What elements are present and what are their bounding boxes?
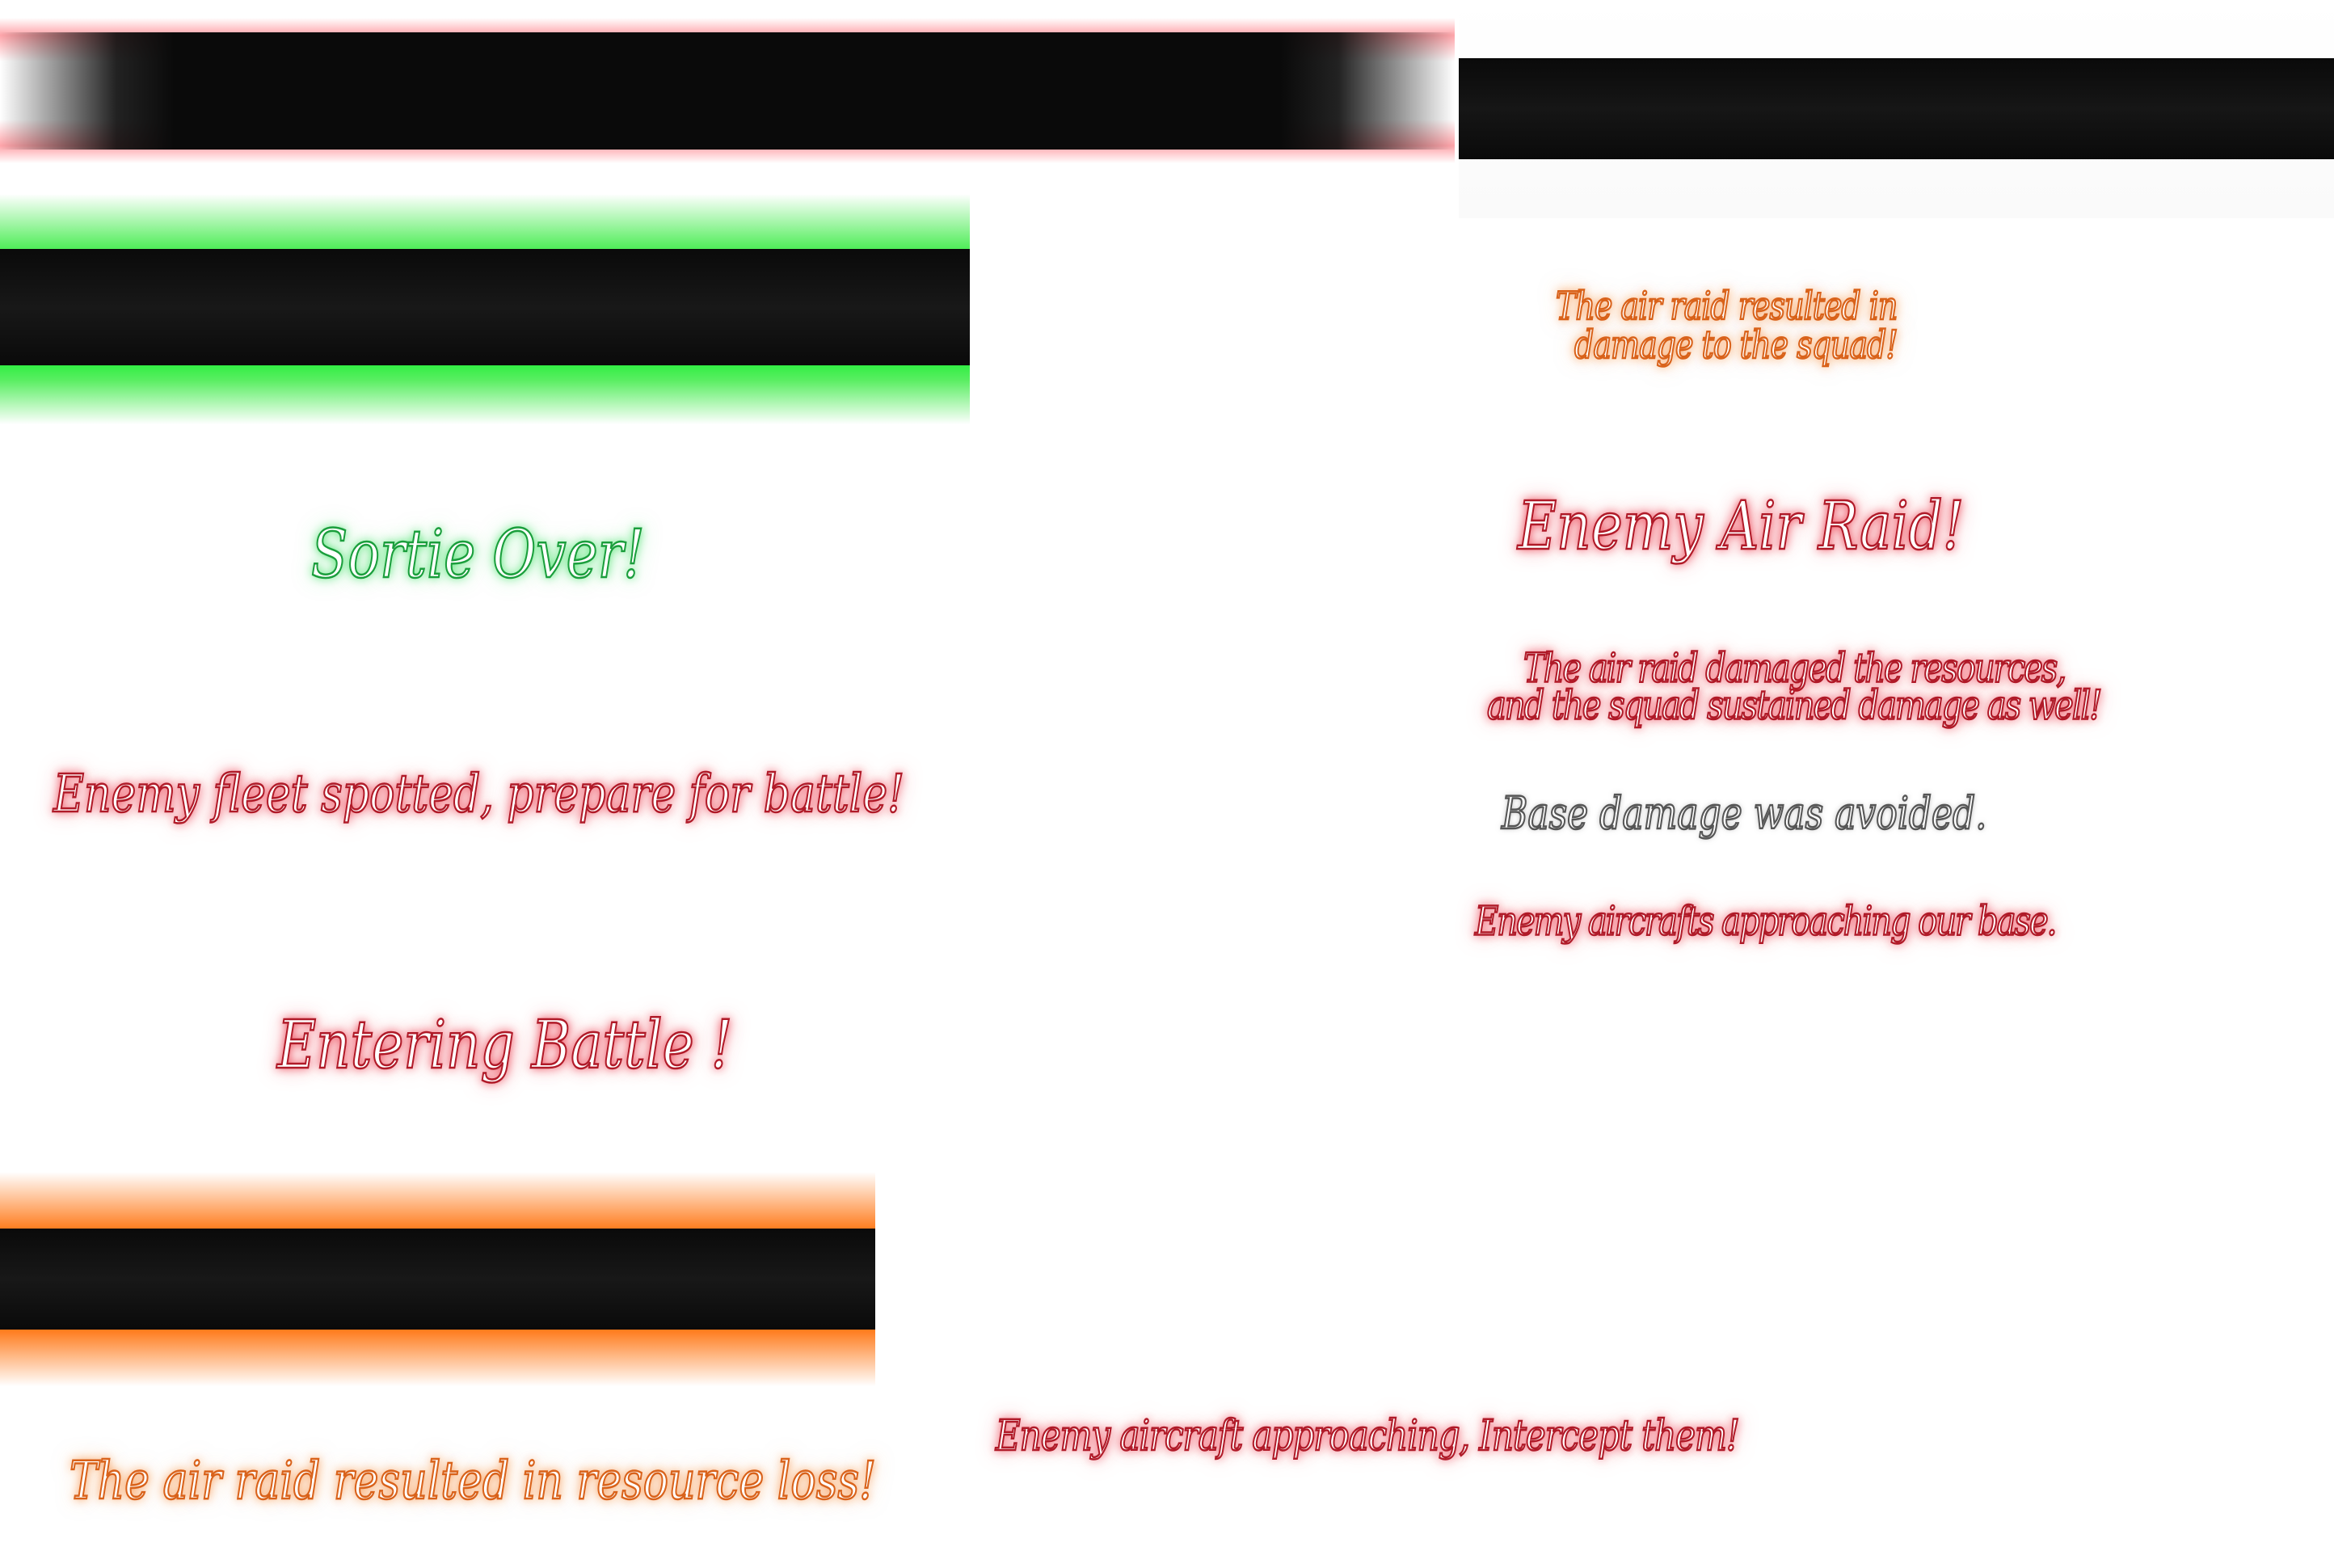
squad-damage-text-line1: The air raid resulted in xyxy=(1555,284,1898,329)
green-banner-black-bar xyxy=(0,249,970,366)
red-banner-black-bar xyxy=(0,32,1455,150)
aircrafts-approaching-base-text: Enemy aircrafts approaching our base. xyxy=(1474,898,2058,945)
entering-battle-text: Entering Battle ! xyxy=(276,1005,733,1084)
enemy-air-raid-text: Enemy Air Raid! xyxy=(1517,487,1965,565)
both-damage-text-line2: and the squad sustained damage as well! xyxy=(1486,682,2103,729)
squad-damage-text-line2: damage to the squad! xyxy=(1574,322,1899,368)
sortie-over-text: Sortie Over! xyxy=(310,515,646,593)
red-glow-banner xyxy=(0,0,1455,182)
orange-glow-banner xyxy=(0,1172,875,1386)
green-glow-banner xyxy=(0,194,970,424)
green-glow-bottom xyxy=(0,365,970,424)
orange-banner-black-bar xyxy=(0,1229,875,1330)
base-damage-avoided-text: Base damage was avoided. xyxy=(1501,788,1987,840)
plain-black-banner xyxy=(1459,0,2334,218)
intercept-them-text: Enemy aircraft approaching, Intercept th… xyxy=(995,1410,1741,1461)
enemy-fleet-spotted-text: Enemy fleet spotted, prepare for battle! xyxy=(53,764,905,824)
both-damage-text-line1: The air raid damaged the resources, xyxy=(1523,645,2067,692)
orange-glow-top xyxy=(0,1172,875,1230)
orange-glow-bottom xyxy=(0,1330,875,1386)
plain-banner-black-bar xyxy=(1459,58,2334,159)
resource-loss-text: The air raid resulted in resource loss! xyxy=(69,1451,877,1511)
